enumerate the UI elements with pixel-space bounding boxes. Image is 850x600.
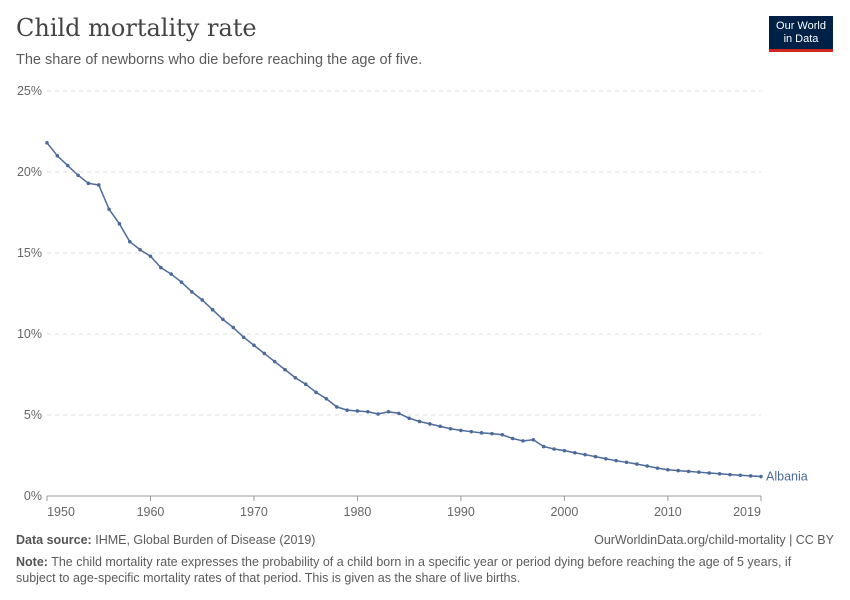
data-point xyxy=(552,447,556,451)
x-tick-label: 2010 xyxy=(654,505,682,519)
data-point xyxy=(759,474,763,479)
data-point xyxy=(272,359,277,364)
y-tick-label: 25% xyxy=(17,84,42,98)
data-point xyxy=(593,454,598,459)
source-url[interactable]: OurWorldinData.org/child-mortality | CC … xyxy=(594,533,834,547)
data-point xyxy=(686,469,691,474)
x-tick-label: 1990 xyxy=(447,505,475,519)
data-point xyxy=(334,405,339,409)
logo-line: Our World xyxy=(776,20,826,32)
data-point xyxy=(728,472,732,477)
x-tick-label: 1980 xyxy=(344,505,372,519)
data-point xyxy=(107,207,111,212)
data-point xyxy=(303,382,308,387)
data-point xyxy=(459,428,463,433)
data-point xyxy=(490,431,494,436)
data-point xyxy=(635,462,639,466)
data-point xyxy=(666,467,670,472)
data-point xyxy=(614,458,618,463)
y-tick-label: 0% xyxy=(24,489,42,503)
data-point xyxy=(717,472,722,476)
data-point xyxy=(159,265,163,270)
y-tick-label: 10% xyxy=(17,327,42,341)
data-point xyxy=(417,419,422,424)
x-tick-label: 1950 xyxy=(47,505,75,519)
y-tick-label: 5% xyxy=(24,408,42,422)
data-point xyxy=(210,307,215,312)
data-point xyxy=(469,429,474,434)
data-point xyxy=(531,437,536,442)
y-tick-label: 15% xyxy=(17,246,42,260)
data-point xyxy=(428,422,432,426)
chart-title: Child mortality rate xyxy=(16,14,257,42)
y-tick-label: 20% xyxy=(17,165,42,179)
data-point xyxy=(221,317,225,322)
x-tick-label: 2000 xyxy=(550,505,578,519)
data-point xyxy=(55,154,60,158)
data-point xyxy=(252,343,256,348)
data-point xyxy=(314,390,318,395)
data-point xyxy=(603,456,608,461)
owid-logo[interactable]: Our World in Data xyxy=(769,16,833,52)
data-point xyxy=(231,325,236,330)
data-point xyxy=(283,367,287,372)
note: Note: The child mortality rate expresses… xyxy=(16,555,792,585)
chart-subtitle: The share of newborns who die before rea… xyxy=(16,52,423,68)
data-point xyxy=(438,424,443,429)
data-point xyxy=(521,439,525,443)
data-point xyxy=(572,450,577,455)
data-point xyxy=(148,254,153,259)
data-point xyxy=(190,290,194,294)
data-point xyxy=(138,247,142,252)
data-point xyxy=(645,464,649,468)
logo-line: in Data xyxy=(783,33,819,45)
data-point xyxy=(179,280,184,284)
data-point xyxy=(324,397,329,401)
data-point xyxy=(541,444,546,449)
note-text: The child mortality rate expresses the p… xyxy=(16,555,792,585)
data-point xyxy=(676,468,681,473)
x-tick-label: 2019 xyxy=(733,505,761,519)
data-point xyxy=(655,466,660,470)
data-point xyxy=(262,351,267,356)
data-point xyxy=(127,239,132,244)
data-point xyxy=(169,272,173,276)
series-line xyxy=(46,142,762,478)
data-point xyxy=(86,181,91,186)
data-point xyxy=(293,375,298,380)
data-point xyxy=(624,460,629,465)
x-tick-label: 1970 xyxy=(240,505,268,519)
data-point xyxy=(65,163,70,168)
data-point xyxy=(448,426,453,431)
data-point xyxy=(500,432,505,437)
data-point xyxy=(583,452,587,457)
data-point xyxy=(562,448,567,453)
data-point xyxy=(45,141,49,145)
data-point xyxy=(345,408,349,412)
data-source: Data source: IHME, Global Burden of Dise… xyxy=(16,533,316,547)
data-point xyxy=(376,412,380,416)
data-point xyxy=(117,222,122,226)
data-point xyxy=(479,431,484,435)
data-point xyxy=(76,173,80,178)
data-point xyxy=(386,409,391,414)
data-point xyxy=(748,474,753,478)
data-point xyxy=(738,473,743,478)
data-point xyxy=(200,298,205,302)
data-point xyxy=(241,335,246,340)
data-point xyxy=(707,471,712,475)
x-tick-label: 1960 xyxy=(137,505,165,519)
data-point xyxy=(510,436,515,441)
data-point xyxy=(355,409,360,413)
data-point xyxy=(697,470,701,474)
source-text: IHME, Global Burden of Disease (2019) xyxy=(95,533,316,547)
data-point xyxy=(96,183,101,187)
data-point xyxy=(397,411,401,416)
data-point xyxy=(365,409,370,414)
series-label: Albania xyxy=(766,470,808,484)
data-point xyxy=(407,416,411,421)
